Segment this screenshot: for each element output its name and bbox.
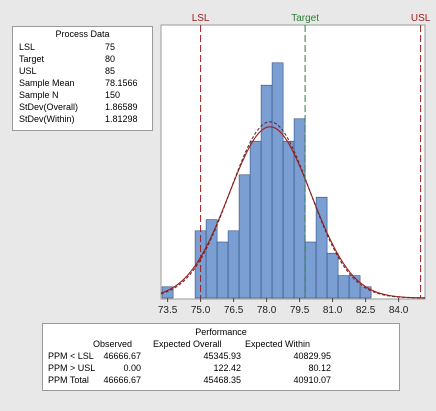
process-row: Sample N 150 (19, 90, 149, 101)
x-tick-label: 75.0 (191, 305, 211, 316)
process-row-value: 85 (105, 66, 116, 76)
perf-cell: 122.42 (213, 363, 241, 373)
histogram-bar (337, 275, 350, 299)
perf-row-label: PPM < LSL (48, 351, 94, 361)
process-row-value: 78.1566 (105, 78, 138, 88)
process-row-value: 80 (105, 54, 116, 64)
x-tick-label: 81.0 (323, 305, 343, 316)
column-header-observed: Observed (93, 339, 133, 349)
reference-label-lsl: LSL (192, 13, 210, 24)
perf-cell: 46666.67 (103, 375, 141, 385)
perf-cell: 40829.95 (293, 351, 331, 361)
histogram-bar (293, 118, 306, 299)
perf-cell: 40910.07 (293, 375, 331, 385)
x-tick-label: 82.5 (356, 305, 376, 316)
process-row-value: 75 (105, 42, 116, 52)
histogram-bar (282, 140, 295, 299)
process-row-label: StDev(Within) (19, 114, 75, 124)
x-tick-label: 79.5 (290, 305, 310, 316)
x-tick-label: 78.0 (257, 305, 277, 316)
reference-label-usl: USL (411, 13, 431, 24)
within-fit-curve (160, 121, 426, 299)
process-row-value: 150 (105, 90, 121, 100)
process-row-label: LSL (19, 42, 36, 52)
perf-cell: 0.00 (123, 363, 141, 373)
x-tick-label: 76.5 (224, 305, 244, 316)
perf-cell: 46666.67 (103, 351, 141, 361)
perf-cell: 80.12 (308, 363, 331, 373)
histogram-bar (227, 230, 240, 299)
x-tick-label: 84.0 (389, 305, 409, 316)
histogram-bar (216, 241, 229, 299)
perf-cell: 45345.93 (203, 351, 241, 361)
histogram-bar (238, 174, 251, 299)
histogram-bar (260, 84, 273, 299)
process-row: Sample Mean 78.1566 (19, 78, 149, 89)
column-header-expected-overall: Expected Overall (153, 339, 222, 349)
process-row-label: Target (19, 54, 45, 64)
histogram-bar (326, 252, 339, 299)
column-header-expected-within: Expected Within (245, 339, 311, 349)
histogram-bar (315, 196, 328, 299)
process-row-label: StDev(Overall) (19, 102, 79, 112)
process-row: Target 80 (19, 54, 149, 65)
process-row-value: 1.86589 (105, 102, 138, 112)
overall-fit-curve (160, 126, 426, 299)
process-data-title: Process Data (55, 29, 110, 39)
process-row-label: USL (19, 66, 37, 76)
reference-label-target: Target (291, 13, 319, 24)
histogram-bar (249, 140, 262, 299)
histogram-bar (304, 241, 317, 299)
process-data-panel: Process Data LSL 75 Target 80 USL 85 Sam… (12, 26, 153, 131)
process-row: StDev(Overall) 1.86589 (19, 102, 149, 113)
x-tick-label: 73.5 (158, 305, 178, 316)
perf-cell: 45468.35 (203, 375, 241, 385)
process-row-value: 1.81298 (105, 114, 138, 124)
process-row-label: Sample N (19, 90, 59, 100)
process-row: USL 85 (19, 66, 149, 77)
performance-title: Performance (195, 327, 247, 337)
histogram-bar (271, 62, 284, 299)
perf-row-label: PPM > USL (48, 363, 96, 373)
process-row: StDev(Within) 1.81298 (19, 114, 149, 125)
perf-row-label: PPM Total (48, 375, 89, 385)
process-row: LSL 75 (19, 42, 149, 53)
performance-panel: Performance Observed Expected Overall Ex… (42, 323, 400, 391)
histogram-bar (205, 219, 218, 299)
process-row-label: Sample Mean (19, 78, 75, 88)
